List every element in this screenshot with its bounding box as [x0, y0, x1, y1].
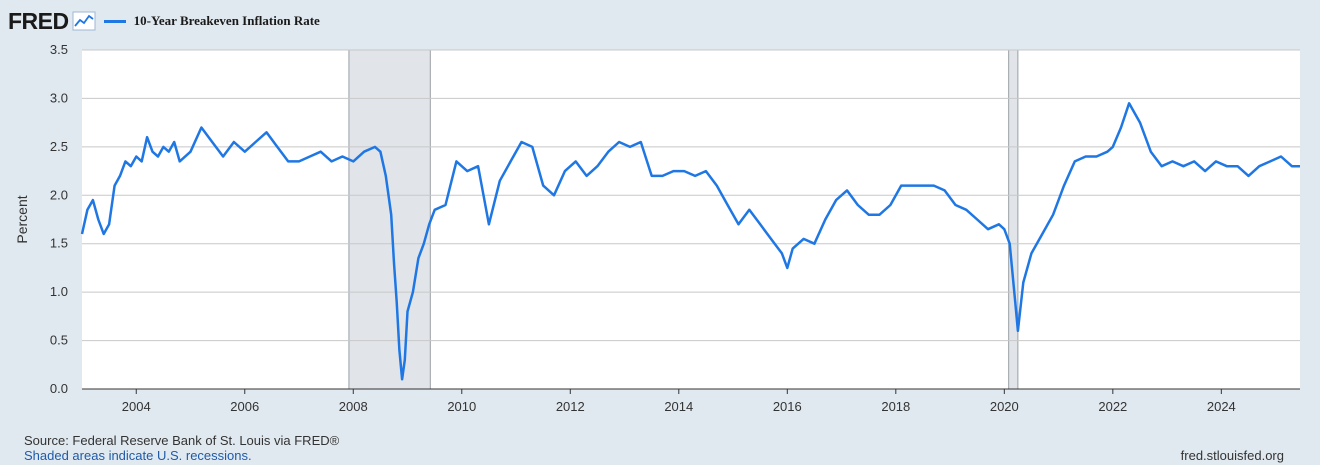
- fred-logo[interactable]: FRED: [8, 7, 69, 34]
- x-axis-tick-labels: 2004 2006 2008 2010 2012 2014 2016 2018 2020 2022…: [122, 389, 1236, 414]
- chart-svg: 0.0 0.5 1.0 1.5 2.0 2.5 3.0 3.5 2004 2006 2008 201…: [14, 42, 1300, 414]
- x-tick-label: 2024: [1207, 399, 1236, 414]
- y-tick-label: 0.5: [50, 333, 68, 348]
- x-tick-label: 2006: [230, 399, 259, 414]
- x-tick-label: 2012: [556, 399, 585, 414]
- x-tick-label: 2014: [664, 399, 693, 414]
- recession-shading-group: [348, 50, 1019, 389]
- x-tick-label: 2016: [773, 399, 802, 414]
- site-link[interactable]: fred.stlouisfed.org: [1180, 448, 1284, 463]
- chart-header: FRED 10-Year Breakeven Inflation Rate: [8, 6, 320, 36]
- y-tick-label: 1.5: [50, 236, 68, 251]
- y-tick-label: 2.5: [50, 139, 68, 154]
- x-tick-label: 2020: [990, 399, 1019, 414]
- x-tick-label: 2004: [122, 399, 151, 414]
- y-tick-label: 0.0: [50, 381, 68, 396]
- source-note: Source: Federal Reserve Bank of St. Loui…: [24, 433, 340, 448]
- y-axis-label: Percent: [14, 195, 30, 243]
- y-tick-label: 2.0: [50, 187, 68, 202]
- y-axis-tick-labels: 0.0 0.5 1.0 1.5 2.0 2.5 3.0 3.5: [50, 42, 68, 396]
- y-tick-label: 3.5: [50, 42, 68, 57]
- recession-note[interactable]: Shaded areas indicate U.S. recessions.: [24, 448, 252, 463]
- x-tick-label: 2018: [881, 399, 910, 414]
- series-line[interactable]: [80, 102, 1300, 381]
- x-tick-label: 2010: [447, 399, 476, 414]
- line-chart-icon: [72, 11, 96, 31]
- x-tick-label: 2008: [339, 399, 368, 414]
- recession-band-1: [1008, 50, 1018, 389]
- recession-band-0: [348, 50, 431, 389]
- x-tick-label: 2022: [1098, 399, 1127, 414]
- plot-area: [82, 50, 1300, 389]
- y-tick-label: 1.0: [50, 284, 68, 299]
- y-tick-label: 3.0: [50, 90, 68, 105]
- legend-line-swatch: [103, 19, 126, 23]
- legend-series-label[interactable]: 10-Year Breakeven Inflation Rate: [133, 13, 320, 28]
